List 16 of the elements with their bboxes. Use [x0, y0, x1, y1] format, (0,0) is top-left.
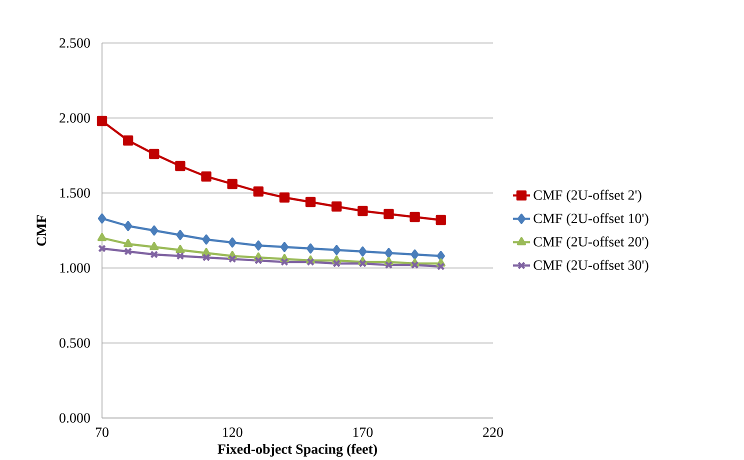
y-axis-title: CMF [36, 215, 46, 246]
x-tick-label: 70 [96, 428, 108, 437]
y-tick-label: 1.500 [60, 188, 90, 198]
legend-label: CMF (2U-offset 10') [534, 213, 648, 226]
x-tick-label: 170 [353, 428, 373, 437]
y-tick-label: 1.000 [60, 263, 90, 273]
y-tick-label: 2.000 [60, 113, 90, 123]
x-axis-title: Fixed-object Spacing (feet) [218, 444, 377, 457]
x-tick-label: 120 [223, 428, 242, 437]
x-tick-label: 220 [483, 428, 503, 437]
legend-label: CMF (2U-offset 2') [534, 190, 642, 203]
legend-label: CMF (2U-offset 20') [534, 236, 648, 250]
y-tick-label: 0.500 [60, 338, 90, 348]
legend-label: CMF (2U-offset 30') [534, 260, 648, 273]
y-tick-label: 0.000 [60, 413, 90, 423]
y-tick-label: 2.500 [60, 38, 90, 48]
